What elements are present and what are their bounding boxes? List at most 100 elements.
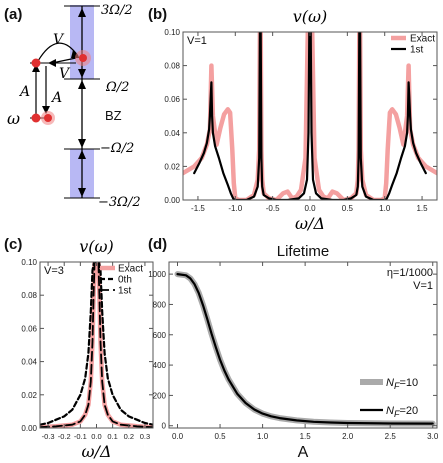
y-tick-label: 0.06	[164, 95, 180, 104]
y-tick-label: 0.04	[164, 129, 180, 138]
y-tick-label: 0.06	[21, 324, 37, 333]
x-tick-label: 0.5	[214, 432, 226, 441]
panel-a-schematic: (a) 3Ω/2 Ω/2 BZ −Ω/2 −3Ω/2	[4, 3, 141, 210]
y-tick-label: 0	[162, 422, 167, 431]
plot-frame	[39, 261, 154, 429]
arrow-down-icon	[78, 188, 86, 197]
x-tick-label: 0.3	[140, 432, 150, 441]
chart-title: v(ω)	[79, 237, 114, 256]
chart-annotation: V=1	[187, 35, 207, 47]
x-tick-label: -0.1	[74, 432, 87, 441]
v-symbol: V	[53, 32, 65, 48]
series-line-b	[193, 32, 427, 200]
x-tick-label: 0.0	[91, 432, 101, 441]
panel-a-label: (a)	[4, 6, 22, 23]
series-group	[183, 32, 437, 200]
plot-frame	[168, 261, 438, 429]
x-tick-label: -0.5	[266, 204, 280, 213]
omega-symbol: ω	[7, 109, 20, 128]
x-tick-label: 0.1	[107, 432, 117, 441]
arrow-up-icon	[78, 150, 86, 159]
chart-title: Lifetime	[277, 243, 330, 260]
x-axis-label: ω/Δ	[82, 442, 112, 461]
panel-label: (b)	[148, 6, 167, 23]
arrow-up-icon	[32, 64, 40, 72]
series-line-c	[40, 262, 153, 428]
chart-c: -0.3 -0.2 -0.1 0.0 0.1 0.2 0.3 0.00 0.02 0.04 0.06…	[4, 236, 154, 461]
v-symbol: V	[59, 66, 71, 82]
series-group	[40, 262, 153, 428]
y-tick-label: 0.10	[21, 258, 37, 267]
arrow-down-icon	[78, 69, 86, 78]
level-label: BZ	[105, 108, 122, 123]
level-label: −3Ω/2	[98, 195, 141, 210]
y-tick-label: 1000	[148, 270, 166, 279]
x-tick-label: -1.5	[191, 204, 205, 213]
state-dot	[31, 58, 41, 68]
x-tick-label: 0.2	[124, 432, 134, 441]
y-tick-label: 600	[153, 331, 167, 340]
x-tick-label: 1.0	[379, 204, 391, 213]
x-tick-label: -1.0	[228, 204, 242, 213]
legend-entry: 1st	[410, 45, 424, 56]
y-tick-label: 0.02	[21, 391, 37, 400]
x-tick-label: 1.0	[257, 432, 269, 441]
x-tick-label: 0.0	[304, 204, 316, 213]
x-tick-label: 2.5	[385, 432, 397, 441]
x-tick-label: 0.0	[172, 432, 184, 441]
y-tick-label: 0.02	[164, 162, 180, 171]
chart-annotation: η=1/1000	[387, 267, 433, 279]
arrow-left-icon	[48, 59, 56, 67]
chart-d: 0.0 0.5 1.0 1.5 2.0 2.5 3.0 0 200 400 600 800 1000 (d…	[148, 236, 439, 461]
legend-entry: NF=10	[386, 377, 418, 391]
series-group	[174, 271, 436, 427]
series-line-d	[176, 273, 434, 425]
a-symbol: A	[18, 84, 30, 100]
y-tick-label: 0.10	[164, 28, 180, 37]
y-tick-label: 0.00	[21, 424, 37, 433]
series-line-c	[40, 262, 153, 426]
legend-entry: 1st	[118, 286, 132, 297]
level-label: 3Ω/2	[101, 3, 133, 18]
arrow-down-icon	[78, 139, 86, 148]
panel-label: (d)	[148, 236, 167, 253]
level-label: Ω/2	[105, 80, 129, 95]
x-tick-label: 1.5	[300, 432, 312, 441]
y-tick-label: 200	[153, 391, 167, 400]
legend-entry: Exact	[410, 34, 435, 45]
x-axis-label: A	[298, 444, 309, 461]
y-tick-label: 0.08	[164, 62, 180, 71]
legend: NF=10 NF=20	[360, 377, 418, 419]
chart-b: -1.5 -1.0 -0.5 0.0 0.5 1.0 1.5 0.00 0.02 0.04 0.06…	[148, 6, 438, 233]
chart-annotation: V=3	[44, 265, 64, 277]
y-tick-label: 800	[153, 300, 167, 309]
arrow-down-icon	[42, 106, 50, 114]
panel-label: (c)	[4, 236, 22, 253]
series-line-c	[40, 262, 153, 428]
x-tick-label: 1.5	[416, 204, 428, 213]
x-tick-label: 3.0	[427, 432, 439, 441]
chart-annotation: V=1	[413, 280, 433, 292]
a-symbol: A	[50, 90, 62, 106]
chart-title: v(ω)	[293, 7, 328, 26]
arrow-up-icon	[78, 8, 86, 17]
y-tick-label: 0.08	[21, 291, 37, 300]
state-dot	[79, 54, 87, 62]
y-tick-label: 0.00	[164, 196, 180, 205]
level-label: −Ω/2	[100, 141, 134, 156]
arrow-up-icon	[78, 80, 86, 89]
x-axis-label: ω/Δ	[295, 214, 325, 233]
x-tick-label: -0.2	[58, 432, 71, 441]
legend-entry: NF=20	[386, 405, 418, 419]
legend-entry: Exact	[118, 264, 143, 275]
chart-panels: -1.5 -1.0 -0.5 0.0 0.5 1.0 1.50.000.020.040.06…	[4, 6, 439, 461]
x-tick-label: 2.0	[342, 432, 354, 441]
y-tick-label: 0.04	[21, 358, 37, 367]
state-dot	[31, 113, 41, 123]
x-tick-label: 0.5	[342, 204, 354, 213]
y-tick-label: 400	[153, 361, 167, 370]
series-line-b	[183, 32, 437, 200]
